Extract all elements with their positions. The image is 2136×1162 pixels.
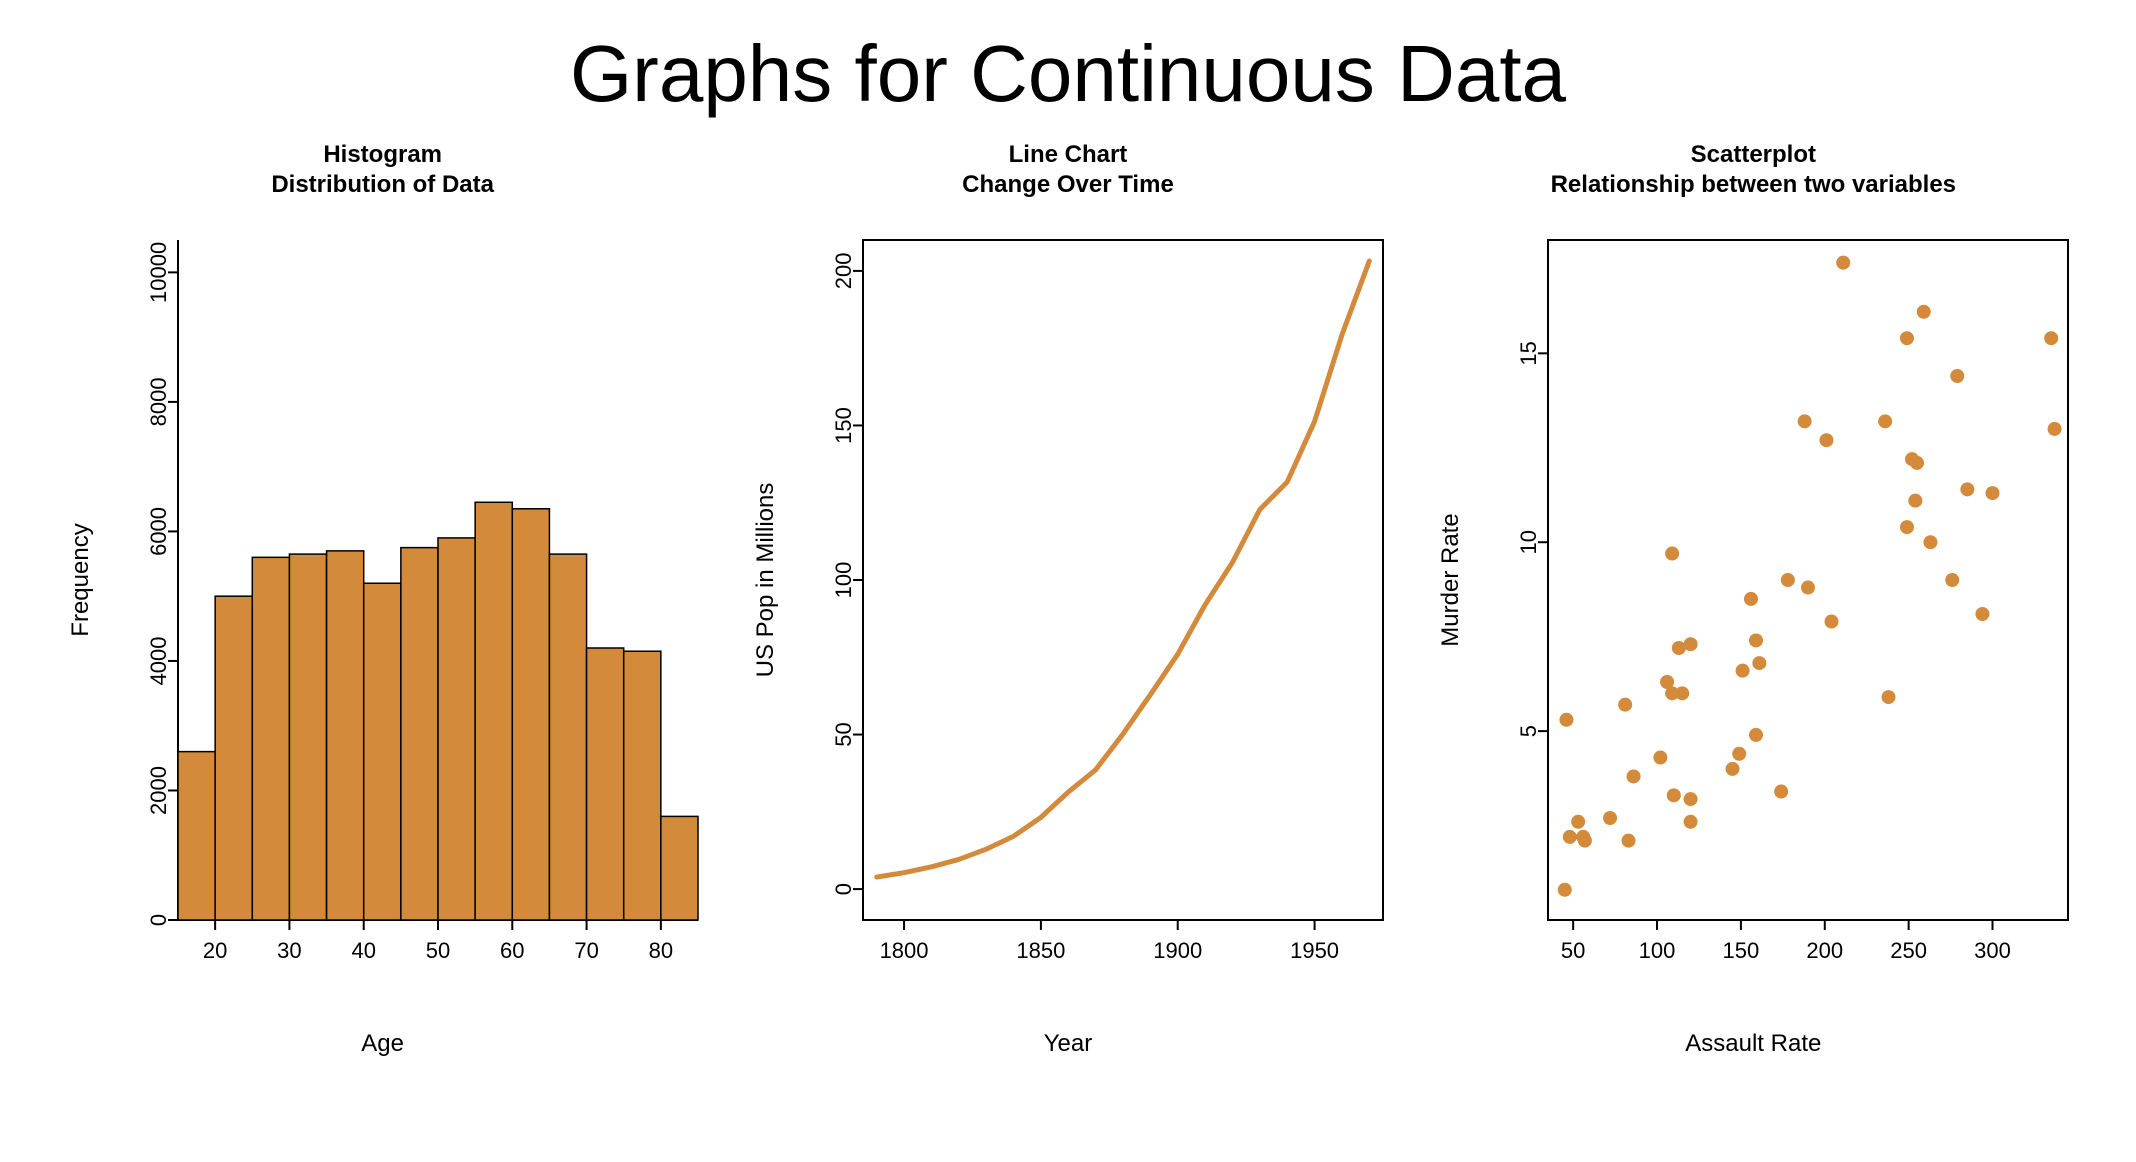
histogram-svg: 20 30 40 50 60 70 80 0 2000 4000 6000 8000 10000 Freq… — [48, 210, 718, 1010]
page-title: Graphs for Continuous Data — [0, 0, 2136, 130]
svg-text:50: 50 — [1561, 938, 1585, 963]
svg-text:40: 40 — [351, 938, 375, 963]
svg-text:5: 5 — [1516, 725, 1541, 737]
svg-text:10000: 10000 — [145, 242, 170, 303]
scatter-xlabel: Assault Rate — [1685, 1030, 1821, 1058]
svg-text:50: 50 — [425, 938, 449, 963]
svg-text:10: 10 — [1516, 530, 1541, 554]
svg-text:1850: 1850 — [1016, 938, 1065, 963]
svg-text:1900: 1900 — [1153, 938, 1202, 963]
svg-text:100: 100 — [831, 562, 856, 599]
svg-text:Murder Rate: Murder Rate — [1437, 513, 1464, 646]
linechart-panel: Line Chart Change Over Time 1800 1850 1900… — [733, 130, 1403, 1058]
svg-text:Frequency: Frequency — [67, 523, 94, 636]
svg-text:300: 300 — [1974, 938, 2011, 963]
linechart-title: Line Chart Change Over Time — [962, 140, 1174, 200]
scatter-svg: 50 100 150 200 250 300 5 10 15 Murder Rate — [1418, 210, 2088, 1010]
linechart-svg: 1800 1850 1900 1950 0 50 100 150 200 US Pop in Mi… — [733, 210, 1403, 1010]
histogram-panel: Histogram Distribution of Data 20 30 40 50 6… — [48, 130, 718, 1058]
svg-text:6000: 6000 — [145, 507, 170, 556]
svg-text:250: 250 — [1891, 938, 1928, 963]
svg-text:100: 100 — [1639, 938, 1676, 963]
svg-text:20: 20 — [203, 938, 227, 963]
svg-text:80: 80 — [648, 938, 672, 963]
svg-text:50: 50 — [831, 722, 856, 746]
svg-text:1800: 1800 — [880, 938, 929, 963]
svg-text:30: 30 — [277, 938, 301, 963]
svg-text:4000: 4000 — [145, 636, 170, 685]
svg-text:70: 70 — [574, 938, 598, 963]
svg-text:150: 150 — [1723, 938, 1760, 963]
svg-text:60: 60 — [500, 938, 524, 963]
svg-text:200: 200 — [831, 253, 856, 290]
charts-container: Histogram Distribution of Data 203040506… — [0, 130, 2136, 1058]
linechart-xlabel: Year — [1044, 1030, 1093, 1058]
svg-text:200: 200 — [1807, 938, 1844, 963]
histogram-title: Histogram Distribution of Data — [271, 140, 494, 200]
svg-text:1950: 1950 — [1290, 938, 1339, 963]
histogram-xlabel: Age — [361, 1030, 404, 1058]
svg-text:2000: 2000 — [145, 766, 170, 815]
scatter-title: Scatterplot Relationship between two var… — [1551, 140, 1956, 200]
svg-text:8000: 8000 — [145, 377, 170, 426]
svg-text:0: 0 — [145, 914, 170, 926]
scatter-panel: Scatterplot Relationship between two var… — [1418, 130, 2088, 1058]
svg-text:US Pop in Millions: US Pop in Millions — [752, 483, 779, 678]
svg-text:0: 0 — [831, 883, 856, 895]
svg-text:150: 150 — [831, 407, 856, 444]
svg-text:15: 15 — [1516, 341, 1541, 365]
